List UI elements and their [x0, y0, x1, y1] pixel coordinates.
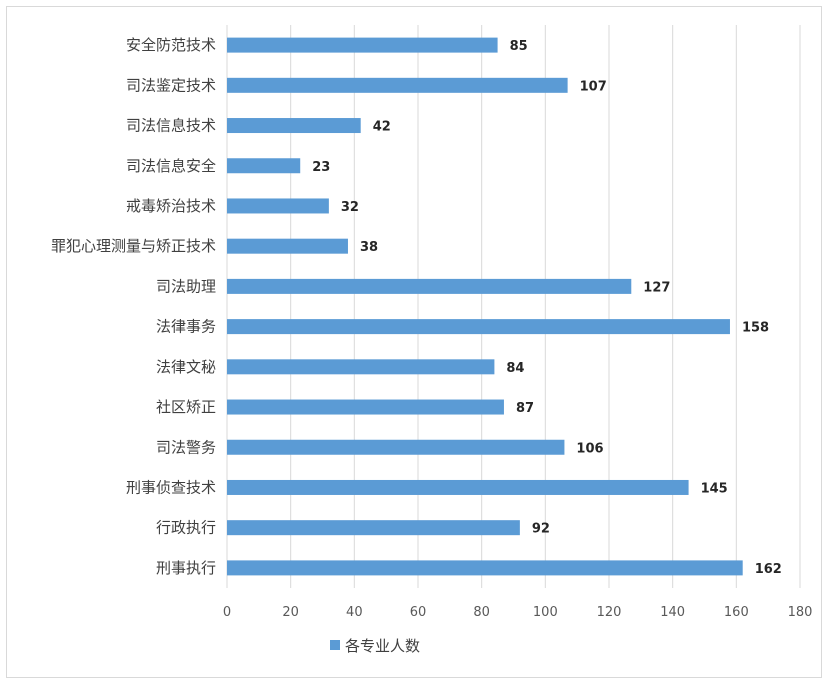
- data-label: 162: [755, 562, 782, 577]
- category-labels: 安全防范技术司法鉴定技术司法信息技术司法信息安全戒毒矫治技术罪犯心理测量与矫正技…: [51, 36, 216, 577]
- category-label: 司法警务: [156, 438, 216, 456]
- category-label: 罪犯心理测量与矫正技术: [51, 237, 216, 255]
- data-label: 127: [643, 280, 670, 295]
- data-label: 23: [312, 160, 330, 175]
- category-label: 安全防范技术: [126, 36, 216, 54]
- x-axis-ticks: 0 20 40 60 80 100 120 140 160 180: [223, 605, 813, 620]
- data-label: 145: [701, 481, 728, 496]
- category-label: 司法信息技术: [126, 117, 216, 135]
- data-label: 92: [532, 522, 550, 537]
- bar: [227, 520, 520, 536]
- x-tick-label: 40: [346, 605, 363, 620]
- x-tick-label: 180: [788, 605, 813, 620]
- category-label: 戒毒矫治技术: [126, 197, 216, 215]
- bar: [227, 118, 361, 134]
- category-label: 法律文秘: [156, 358, 216, 376]
- data-label: 158: [742, 321, 769, 336]
- category-label: 法律事务: [156, 318, 216, 336]
- category-label: 司法助理: [156, 277, 216, 295]
- x-tick-label: 20: [282, 605, 299, 620]
- x-tick-label: 120: [597, 605, 622, 620]
- bars: [227, 37, 743, 576]
- bar: [227, 439, 565, 455]
- bar: [227, 399, 504, 415]
- data-label: 32: [341, 200, 359, 215]
- bar: [227, 37, 498, 53]
- data-labels: 85 107 42 23 32 38 127 158 84 87 106 145 92 162: [312, 39, 782, 577]
- gridlines: [226, 25, 801, 588]
- data-label: 85: [510, 39, 528, 54]
- data-label: 107: [580, 79, 607, 94]
- category-label: 行政执行: [156, 519, 216, 537]
- x-tick-label: 160: [724, 605, 749, 620]
- bar: [227, 238, 348, 254]
- x-tick-label: 0: [223, 605, 231, 620]
- legend: 各专业人数: [330, 637, 420, 655]
- category-label: 刑事侦查技术: [126, 478, 216, 496]
- bar: [227, 359, 495, 375]
- data-label: 87: [516, 401, 534, 416]
- category-label: 司法信息安全: [126, 157, 216, 175]
- data-label: 42: [373, 120, 391, 135]
- category-label: 司法鉴定技术: [126, 76, 216, 94]
- category-label: 社区矫正: [156, 398, 216, 416]
- bar: [227, 198, 329, 214]
- bar: [227, 479, 689, 495]
- bar: [227, 278, 632, 294]
- bar: [227, 319, 730, 335]
- x-tick-label: 80: [473, 605, 490, 620]
- bar: [227, 158, 301, 174]
- x-tick-label: 140: [660, 605, 685, 620]
- legend-swatch: [330, 640, 340, 650]
- data-label: 106: [576, 441, 603, 456]
- x-tick-label: 60: [410, 605, 427, 620]
- data-label: 84: [506, 361, 524, 376]
- legend-label: 各专业人数: [345, 637, 420, 655]
- bar: [227, 560, 743, 576]
- x-tick-label: 100: [533, 605, 558, 620]
- data-label: 38: [360, 240, 378, 255]
- category-label: 刑事执行: [156, 559, 216, 577]
- bar: [227, 77, 568, 93]
